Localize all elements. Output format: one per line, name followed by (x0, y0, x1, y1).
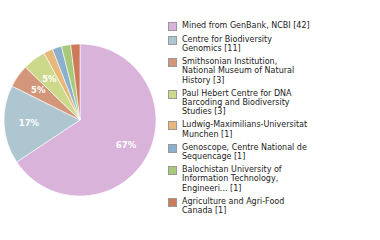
svg-text:67%: 67% (116, 140, 137, 150)
svg-text:5%: 5% (42, 74, 57, 84)
html-text:Ludwig-Maximilians-Universitat: Ludwig-Maximilians-Universitat Munchen [… (182, 120, 308, 139)
html-text:Centre for Biodiversity Genomi: Centre for Biodiversity Genomics [11] (182, 34, 272, 54)
html-text:Genoscope, Centre National de: Genoscope, Centre National de Sequencage… (182, 142, 307, 161)
html-text:Mined from GenBank, NCBI [42]: Mined from GenBank, NCBI [42] (182, 20, 310, 30)
html-text:Balochistan University of Info: Balochistan University of Information Te… (182, 165, 282, 193)
html-text:Agriculture and Agri-Food Cana: Agriculture and Agri-Food Canada [1] (182, 196, 285, 215)
html-text:Paul Hebert Centre for DNA Bar: Paul Hebert Centre for DNA Barcoding and… (182, 88, 292, 117)
html-text:Smithsonian Institution, Natio: Smithsonian Institution, National Museum… (182, 57, 295, 85)
svg-text:5%: 5% (31, 85, 46, 95)
svg-text:17%: 17% (19, 118, 40, 128)
